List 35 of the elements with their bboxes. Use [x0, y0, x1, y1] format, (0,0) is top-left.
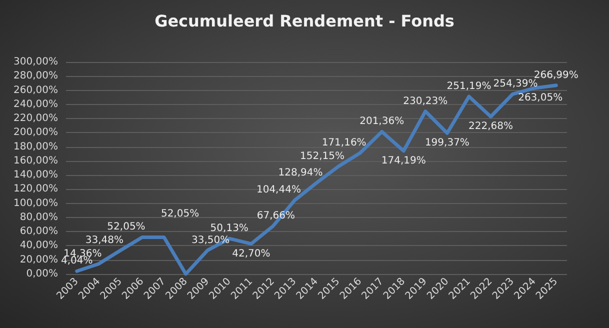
data-label: 52,05%: [107, 222, 146, 233]
data-label: 152,15%: [300, 150, 345, 162]
data-label: 33,48%: [85, 234, 124, 246]
y-tick-label: 180,00%: [14, 141, 58, 152]
data-label: 52,05%: [160, 208, 200, 220]
y-tick-label: 100,00%: [14, 198, 58, 209]
y-tick-label: 0,00%: [26, 268, 58, 280]
data-label: 266,99%: [534, 70, 578, 81]
y-tick-label: 300,00%: [14, 56, 58, 68]
data-label: 230,23%: [403, 96, 448, 107]
data-label: 199,37%: [424, 138, 470, 149]
y-tick-label: 200,00%: [14, 127, 58, 138]
data-label: 42,70%: [232, 248, 270, 260]
y-tick-label: 160,00%: [14, 155, 58, 166]
y-tick-label: 120,00%: [14, 184, 58, 195]
y-tick-label: 140,00%: [14, 170, 58, 181]
y-tick-label: 260,00%: [14, 84, 58, 96]
y-tick-label: 240,00%: [14, 98, 58, 110]
data-label: 254,39%: [493, 78, 538, 90]
y-tick-label: 280,00%: [14, 70, 58, 82]
data-label: 50,13%: [210, 223, 248, 234]
data-label: 263,05%: [518, 92, 563, 104]
data-label: 174,19%: [381, 155, 426, 166]
y-tick-label: 20,00%: [20, 254, 58, 266]
data-label: 104,44%: [256, 184, 301, 196]
chart-title: Gecumuleerd Rendement - Fonds: [154, 12, 454, 30]
y-tick-label: 40,00%: [20, 240, 58, 252]
data-label: 201,36%: [360, 116, 404, 128]
y-tick-label: 80,00%: [20, 212, 58, 223]
y-tick-label: 60,00%: [20, 226, 58, 238]
data-label: 222,68%: [468, 121, 514, 132]
data-label: 251,19%: [446, 80, 492, 92]
data-label: 128,94%: [278, 167, 323, 178]
data-label: 171,16%: [322, 138, 366, 149]
y-tick-label: 220,00%: [14, 113, 58, 124]
